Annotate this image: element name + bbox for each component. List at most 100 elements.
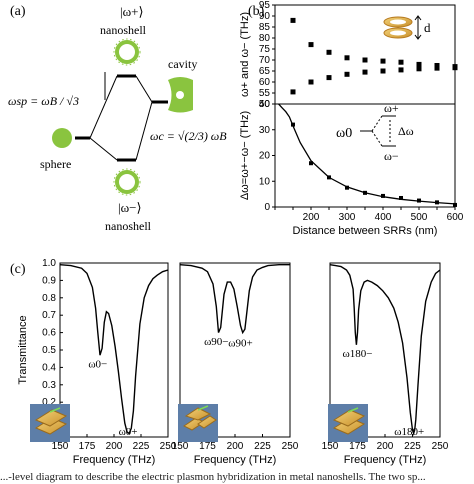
c-ytick-label: 0.9	[42, 275, 56, 286]
b-bot-xtick-label: 300	[339, 212, 356, 223]
panel-a: (a) |ω+⟩ nanoshell ωsp = ωB / √3 sphere …	[8, 4, 227, 233]
c-ylabel: Transmittance	[17, 315, 29, 384]
b-top-ytick-label: 85	[259, 22, 271, 33]
panel-c-label: (c)	[10, 262, 26, 277]
c-ytick-label: 0.4	[42, 362, 56, 373]
b-top-ytick-label: 90	[259, 11, 271, 22]
panel-b-frame	[274, 4, 456, 208]
c-xtick-label: 225	[133, 441, 150, 452]
omega-minus-annotation: ω−	[384, 149, 399, 163]
b-top-ytick-label: 55	[259, 88, 271, 99]
plot-c-2: 150 175 200 225 250 Frequency (THz) ω180− ω180+	[322, 262, 449, 466]
c-xtick-label: 250	[282, 441, 299, 452]
c-ytick-label: 0.8	[42, 293, 56, 304]
b-top-point-1	[362, 69, 368, 75]
b-top-point-0	[326, 49, 332, 55]
b-top-point-0	[380, 58, 386, 64]
hybrid-line-2	[89, 137, 118, 161]
hybrid-line-3	[135, 75, 153, 103]
c-ytick-label: 0.2	[42, 397, 56, 408]
c-xtick-label: 175	[79, 441, 96, 452]
c-ytick-label: 0.7	[42, 310, 56, 321]
delta-omega-annotation: Δω	[398, 124, 414, 138]
plot-b-bottom: 0 10 20 30 40 200 300 400 500 600 Distance between…	[239, 99, 464, 237]
panel-a-label: (a)	[10, 4, 26, 19]
omega-c-formula: ωc = √(2/3) ωB	[150, 129, 227, 143]
b-top-ytick-label: 60	[259, 77, 271, 88]
srr-inset-1	[178, 404, 218, 442]
nanoshell-top-icon	[113, 38, 141, 66]
omega-0-annotation: ω0	[336, 126, 352, 141]
c-xtick-label: 150	[172, 441, 189, 452]
b-bot-ylabel: Δω=ω+−ω− (THz)	[239, 111, 251, 200]
b-bot-xtick-label: 200	[303, 212, 320, 223]
c-xtick-label: 225	[404, 441, 421, 452]
omega-plus-label: |ω+⟩	[120, 4, 144, 19]
c-xlabel-0: Frequency (THz)	[73, 454, 156, 466]
c-frame-0	[59, 262, 169, 438]
figure-caption: ...-level diagram to describe the electr…	[0, 471, 426, 483]
c-ytick-label: 1.0	[42, 258, 56, 269]
c-annotation-2-0: ω180−	[343, 348, 373, 360]
b-top-ytick-label: 70	[259, 55, 271, 66]
b-bot-xtick-label: 500	[411, 212, 428, 223]
b-top-ylabel: ω+ and ω− (THz)	[239, 12, 251, 97]
c-xtick-label: 200	[377, 441, 394, 452]
c-xtick-label: 225	[254, 441, 271, 452]
b-top-ytick-label: 50	[259, 99, 271, 110]
srr-inset-2	[328, 404, 368, 442]
b-top-point-0	[308, 42, 314, 48]
c-xlabel-2: Frequency (THz)	[344, 454, 427, 466]
b-bot-point	[435, 200, 439, 205]
c-ytick-label: 0.3	[42, 380, 56, 391]
b-top-point-1	[290, 89, 296, 95]
nanoshell-bottom-label: nanoshell	[105, 219, 152, 233]
b-top-point-0	[290, 17, 296, 23]
c-ytick-label: 0.6	[42, 328, 56, 339]
b-bot-fit-curve	[278, 103, 456, 205]
c-xtick-label: 250	[432, 441, 449, 452]
b-top-ytick-label: 75	[259, 44, 271, 55]
b-top-point-1	[434, 65, 440, 71]
b-bot-point	[345, 185, 349, 190]
b-top-point-0	[398, 59, 404, 65]
b-bot-point	[327, 175, 331, 180]
c-spectrum-1	[179, 264, 290, 335]
b-bot-point	[309, 161, 313, 166]
b-bot-ytick-label: 40	[259, 99, 271, 110]
c-xtick-label: 150	[52, 441, 69, 452]
b-bot-point	[417, 198, 421, 203]
b-bot-point	[363, 190, 367, 195]
c-xlabel-1: Frequency (THz)	[194, 454, 277, 466]
b-top-ytick-label: 95	[259, 0, 271, 11]
cavity-icon	[168, 77, 193, 113]
b-bot-ytick-label: 10	[259, 176, 271, 187]
nanoshell-top-label: nanoshell	[100, 23, 147, 37]
b-top-ytick-label: 80	[259, 33, 271, 44]
cavity-label: cavity	[168, 57, 197, 71]
plot-c-1: 150 175 200 225 250 Frequency (THz) ω90− ω90+	[172, 262, 299, 466]
b-top-point-1	[398, 67, 404, 73]
c-annotation-0-0: ω0−	[88, 358, 107, 370]
panel-b-label: (b)	[248, 4, 265, 19]
b-top-point-1	[380, 68, 386, 74]
b-top-point-1	[416, 66, 422, 72]
b-top-point-1	[452, 65, 458, 71]
sphere-icon	[52, 128, 72, 148]
hybrid-line-1	[89, 75, 118, 139]
c-annotation-1-1: ω90+	[228, 338, 252, 350]
b-top-point-0	[344, 55, 350, 61]
b-bot-point	[291, 122, 295, 127]
b-top-point-0	[434, 63, 440, 68]
b-bot-xtick-label: 600	[447, 212, 464, 223]
srr-inset-0	[30, 404, 70, 442]
b-top-point-1	[344, 71, 350, 77]
c-xtick-label: 200	[227, 441, 244, 452]
c-annotation-0-1: ω0+	[119, 426, 138, 438]
c-spectrum-2	[329, 264, 441, 436]
c-xtick-label: 200	[106, 441, 123, 452]
c-xtick-label: 150	[322, 441, 339, 452]
